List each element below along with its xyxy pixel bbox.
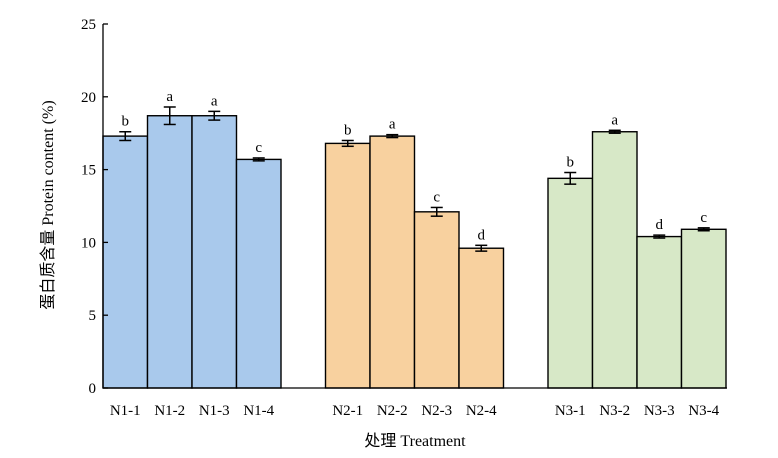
bar-N1-4 (235, 158, 282, 389)
y-tick-label: 10 (81, 235, 96, 251)
bar-N3-4 (680, 228, 727, 389)
error-bar-N3-3 (653, 234, 666, 239)
x-category-labels: N1-1 N1-2 N1-3 N1-4 N2-1 N2-2 N2-3 N2-4 N3-1 N3-2… (110, 403, 720, 419)
significance-letter-N3-3: d (656, 217, 664, 233)
x-tick-label-N1-1: N1-1 (110, 403, 141, 419)
significance-letter-N3-1: b (567, 155, 575, 171)
significance-letter-N3-2: a (611, 112, 618, 128)
significance-letter-N2-4: d (478, 227, 486, 243)
x-tick-label-N2-4: N2-4 (466, 403, 497, 419)
error-bar-N3-2 (608, 129, 621, 134)
y-ticks: 0 5 10 15 20 25 (81, 17, 108, 397)
y-tick-label: 0 (89, 381, 97, 397)
significance-letter-N3-4: c (700, 210, 707, 226)
x-tick-label-N3-1: N3-1 (555, 403, 586, 419)
significance-letter-N2-1: b (344, 122, 352, 138)
x-tick-label-N3-3: N3-3 (644, 403, 675, 419)
error-bar-N1-3 (208, 110, 221, 121)
error-bar-N3-4 (697, 227, 710, 232)
error-bar-N2-4 (475, 244, 488, 252)
x-tick-label-N2-1: N2-1 (332, 403, 363, 419)
bar-N1-1 (102, 135, 149, 389)
y-tick-label: 20 (81, 90, 96, 106)
error-bar-N3-1 (564, 171, 577, 185)
significance-letter-N2-2: a (389, 117, 396, 133)
x-tick-label-N1-4: N1-4 (243, 403, 274, 419)
significance-letter-N1-1: b (122, 114, 130, 130)
error-bar-N2-3 (430, 206, 443, 217)
bar-N2-1 (324, 142, 371, 389)
error-bar-N1-2 (163, 106, 176, 126)
bar-N3-2 (591, 131, 638, 389)
significance-letter-N1-2: a (166, 89, 173, 105)
x-tick-label-N2-3: N2-3 (421, 403, 452, 419)
x-axis-title: 处理 Treatment (364, 432, 466, 450)
error-bar-N2-2 (386, 133, 399, 139)
x-tick-label-N1-2: N1-2 (154, 403, 185, 419)
significance-letter-N2-3: c (433, 189, 440, 205)
bar-N1-3 (191, 115, 238, 389)
significance-letter-N1-3: a (211, 93, 218, 109)
x-tick-label-N1-3: N1-3 (199, 403, 230, 419)
axes (102, 24, 727, 389)
y-tick-label: 25 (81, 17, 96, 33)
significance-letters: b a a c b a c d b a d c (122, 89, 708, 243)
bars (102, 115, 727, 389)
error-bar-N1-4 (252, 157, 265, 162)
significance-letter-N1-4: c (255, 140, 262, 156)
error-bars (119, 106, 710, 252)
y-axis-title: 蛋白质含量 Protein content (%) (39, 100, 57, 309)
y-tick-label: 5 (89, 308, 97, 324)
bar-N1-2 (146, 115, 193, 389)
bar-N2-2 (369, 135, 416, 389)
x-tick-label-N2-2: N2-2 (377, 403, 408, 419)
error-bar-N2-1 (341, 139, 354, 148)
x-tick-label-N3-2: N3-2 (599, 403, 630, 419)
bar-N3-3 (636, 235, 683, 389)
x-tick-label-N3-4: N3-4 (688, 403, 719, 419)
bar-N2-4 (458, 247, 505, 389)
y-tick-label: 15 (81, 163, 96, 179)
bar-N2-3 (413, 211, 460, 389)
error-bar-N1-1 (119, 130, 132, 142)
bar-N3-1 (547, 177, 594, 389)
